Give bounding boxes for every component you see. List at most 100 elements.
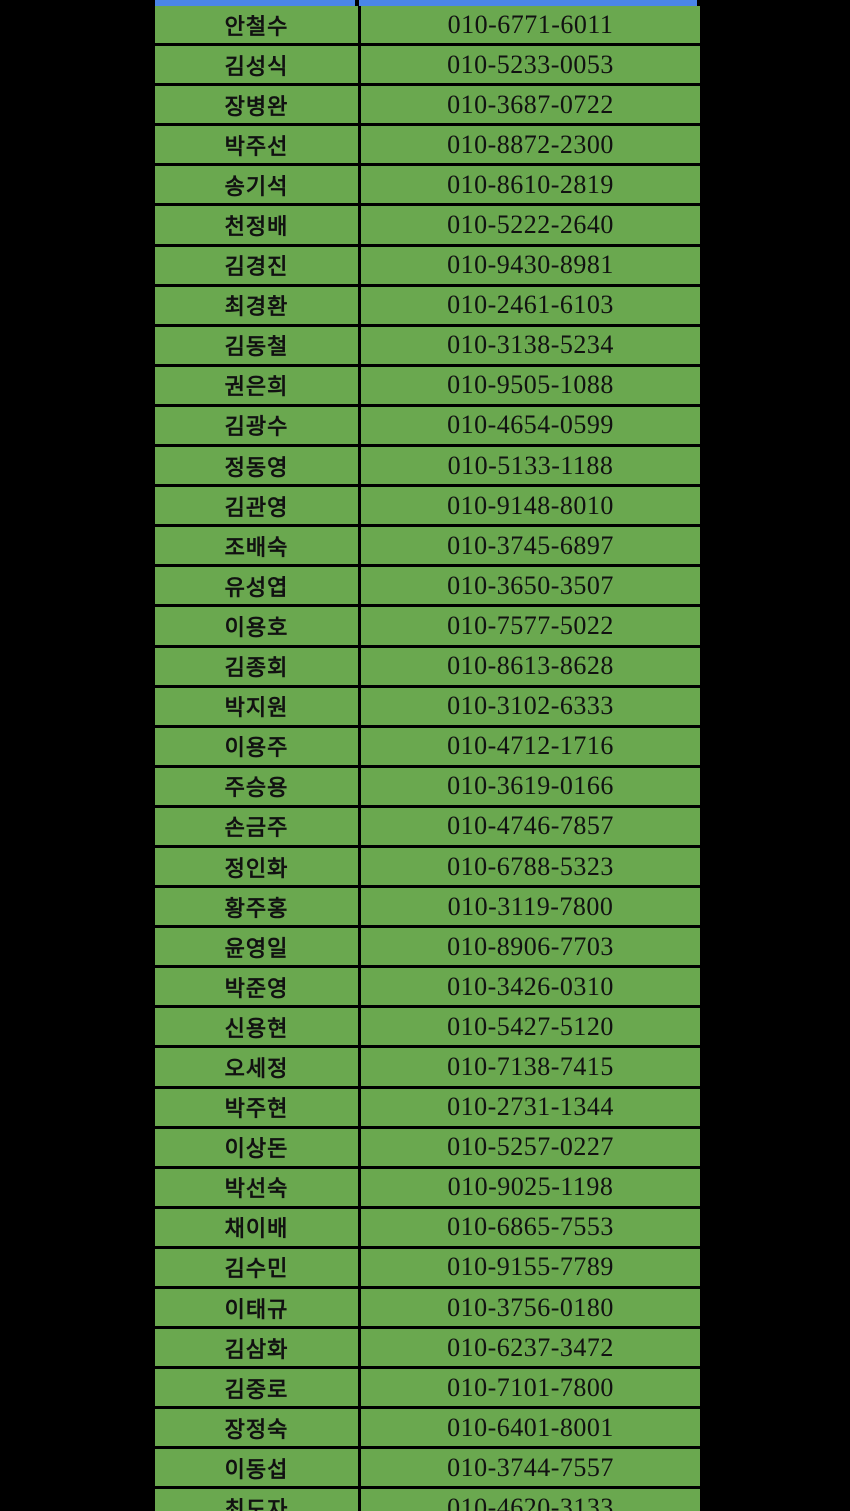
phone-cell: 010-4712-1716 <box>361 727 700 768</box>
phone-cell: 010-4654-0599 <box>361 406 700 448</box>
phone-cell: 010-2731-1344 <box>361 1088 700 1129</box>
phone-cell: 010-9148-8010 <box>361 487 700 528</box>
phone-cell: 010-9505-1088 <box>361 366 700 407</box>
name-cell: 이태규 <box>155 1289 358 1330</box>
table-row: 김동철 010-3138-5234 <box>152 326 700 367</box>
table-row: 유성엽 010-3650-3507 <box>152 567 700 608</box>
name-cell: 황주홍 <box>155 888 358 929</box>
name-cell: 김광수 <box>155 406 358 448</box>
phone-cell: 010-4746-7857 <box>361 807 700 848</box>
name-cell: 박주현 <box>155 1088 358 1129</box>
table-row: 박선숙 010-9025-1198 <box>152 1168 700 1209</box>
table-row: 박주선 010-8872-2300 <box>152 126 700 167</box>
name-cell: 주승용 <box>155 767 358 808</box>
name-cell: 채이배 <box>155 1208 358 1249</box>
name-cell: 김성식 <box>155 46 358 87</box>
table-row: 최경환 010-2461-6103 <box>152 286 700 327</box>
table-row: 조배숙 010-3745-6897 <box>152 527 700 568</box>
table-row: 송기석 010-8610-2819 <box>152 166 700 207</box>
name-cell: 권은희 <box>155 366 358 407</box>
phone-cell: 010-3619-0166 <box>361 767 700 808</box>
table-row: 박지원 010-3102-6333 <box>152 687 700 728</box>
table-row: 김관영 010-9148-8010 <box>152 487 700 528</box>
name-cell: 박준영 <box>155 968 358 1009</box>
name-cell: 김수민 <box>155 1248 358 1289</box>
table-row: 정동영 010-5133-1188 <box>152 447 700 488</box>
name-cell: 박선숙 <box>155 1168 358 1209</box>
table-row: 박주현 010-2731-1344 <box>152 1088 700 1129</box>
table-row: 김수민 010-9155-7789 <box>152 1248 700 1289</box>
table-row: 이용호 010-7577-5022 <box>152 607 700 648</box>
phone-cell: 010-9155-7789 <box>361 1248 700 1289</box>
table-row: 채이배 010-6865-7553 <box>152 1208 700 1249</box>
phone-cell: 010-3138-5234 <box>361 326 700 367</box>
phone-cell: 010-3756-0180 <box>361 1289 700 1330</box>
table-row: 천정배 010-5222-2640 <box>152 206 700 247</box>
phone-cell: 010-5427-5120 <box>361 1008 700 1049</box>
table-row: 오세정 010-7138-7415 <box>152 1048 700 1089</box>
phone-cell: 010-6237-3472 <box>361 1329 700 1370</box>
table-row: 황주홍 010-3119-7800 <box>152 888 700 929</box>
table-body: 안철수 010-6771-6011 김성식 010-5233-0053 장병완 010-3… <box>152 6 700 1511</box>
table-row: 이용주 010-4712-1716 <box>152 727 700 768</box>
table-row: 김성식 010-5233-0053 <box>152 46 700 87</box>
table-row: 권은희 010-9505-1088 <box>152 366 700 407</box>
phone-cell: 010-3119-7800 <box>361 888 700 929</box>
phone-cell: 010-8872-2300 <box>361 126 700 167</box>
table-row: 장정숙 010-6401-8001 <box>152 1409 700 1450</box>
name-cell: 김경진 <box>155 246 358 287</box>
name-cell: 박주선 <box>155 126 358 167</box>
name-cell: 안철수 <box>155 6 358 47</box>
phone-cell: 010-5233-0053 <box>361 46 700 87</box>
name-cell: 이용호 <box>155 607 358 648</box>
table-row: 주승용 010-3619-0166 <box>152 767 700 808</box>
name-cell: 신용현 <box>155 1008 358 1049</box>
name-cell: 김동철 <box>155 326 358 367</box>
name-cell: 최도자 <box>155 1489 358 1511</box>
phone-cell: 010-6401-8001 <box>361 1409 700 1450</box>
phone-cell: 010-6865-7553 <box>361 1208 700 1249</box>
phone-cell: 010-7101-7800 <box>361 1369 700 1410</box>
table-row: 김종회 010-8613-8628 <box>152 647 700 688</box>
name-cell: 김관영 <box>155 487 358 528</box>
phone-cell: 010-7138-7415 <box>361 1048 700 1089</box>
phone-cell: 010-6788-5323 <box>361 847 700 889</box>
name-cell: 손금주 <box>155 807 358 848</box>
phone-cell: 010-8610-2819 <box>361 166 700 207</box>
phone-cell: 010-2461-6103 <box>361 286 700 327</box>
name-cell: 천정배 <box>155 206 358 247</box>
name-cell: 정인화 <box>155 847 358 889</box>
name-cell: 장병완 <box>155 86 358 127</box>
name-cell: 이상돈 <box>155 1128 358 1169</box>
table-row: 정인화 010-6788-5323 <box>152 847 700 889</box>
table-row: 장병완 010-3687-0722 <box>152 86 700 127</box>
phone-cell: 010-9430-8981 <box>361 246 700 287</box>
phone-cell: 010-8906-7703 <box>361 928 700 969</box>
table-row: 김중로 010-7101-7800 <box>152 1369 700 1410</box>
table-row: 이상돈 010-5257-0227 <box>152 1128 700 1169</box>
phone-cell: 010-8613-8628 <box>361 647 700 688</box>
phone-cell: 010-6771-6011 <box>361 6 700 47</box>
name-cell: 최경환 <box>155 286 358 327</box>
table-row: 신용현 010-5427-5120 <box>152 1008 700 1049</box>
table-row: 손금주 010-4746-7857 <box>152 807 700 848</box>
table-row: 김삼화 010-6237-3472 <box>152 1329 700 1370</box>
table-row: 이동섭 010-3744-7557 <box>152 1449 700 1490</box>
phone-cell: 010-3744-7557 <box>361 1449 700 1490</box>
name-cell: 장정숙 <box>155 1409 358 1450</box>
name-cell: 정동영 <box>155 447 358 488</box>
name-cell: 윤영일 <box>155 928 358 969</box>
phone-cell: 010-9025-1198 <box>361 1168 700 1209</box>
phone-cell: 010-3687-0722 <box>361 86 700 127</box>
phone-cell: 010-5222-2640 <box>361 206 700 247</box>
table-row: 박준영 010-3426-0310 <box>152 968 700 1009</box>
name-cell: 유성엽 <box>155 567 358 608</box>
name-cell: 송기석 <box>155 166 358 207</box>
phone-cell: 010-3102-6333 <box>361 687 700 728</box>
table-row: 최도자 010-4620-3133 <box>152 1489 700 1511</box>
table-row: 김경진 010-9430-8981 <box>152 246 700 287</box>
phone-cell: 010-3650-3507 <box>361 567 700 608</box>
contact-table: 안철수 010-6771-6011 김성식 010-5233-0053 장병완 010-3… <box>152 0 700 1511</box>
phone-cell: 010-5257-0227 <box>361 1128 700 1169</box>
name-cell: 김종회 <box>155 647 358 688</box>
